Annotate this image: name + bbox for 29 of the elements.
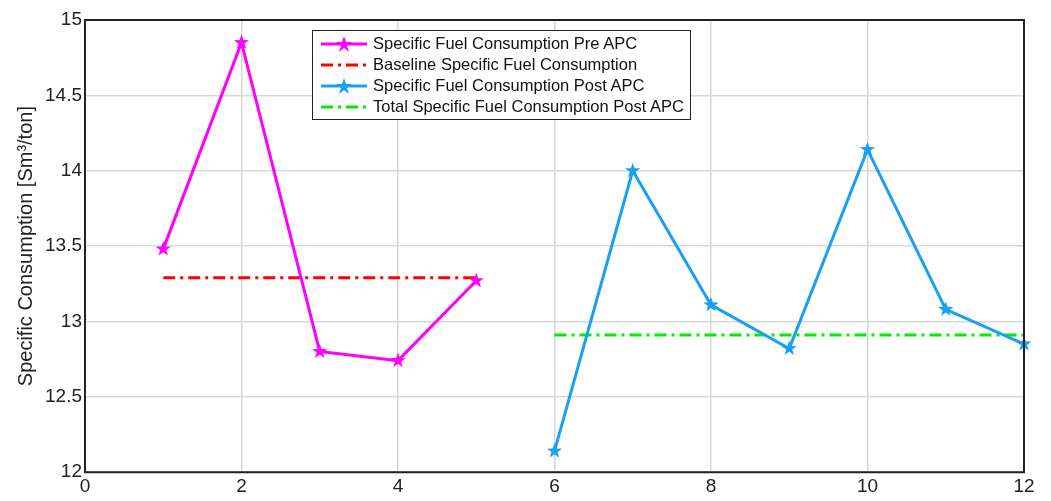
x-tick-label: 8 (705, 474, 717, 496)
legend-label: Total Specific Fuel Consumption Post APC (373, 97, 684, 116)
x-tick-label: 12 (1013, 474, 1035, 496)
x-tick-label: 2 (236, 474, 247, 496)
x-tick-label: 10 (856, 474, 879, 496)
point (859, 141, 876, 157)
x-tick-label: 4 (392, 474, 404, 496)
legend-label: Specific Fuel Consumption Post APC (373, 76, 645, 95)
point (312, 343, 328, 359)
point (233, 34, 250, 50)
point (468, 272, 484, 288)
point (781, 340, 797, 356)
y-tick-label: 12 (60, 460, 82, 482)
legend-label: Specific Fuel Consumption Pre APC (373, 34, 638, 53)
y-tick-label: 12.5 (45, 385, 82, 407)
x-tick-label: 6 (549, 474, 560, 496)
y-tick-label: 14.5 (45, 83, 82, 105)
point (938, 301, 954, 316)
point (155, 241, 171, 256)
point (390, 352, 406, 368)
y-tick-label: 13 (60, 309, 82, 331)
legend-label: Baseline Specific Fuel Consumption (373, 55, 638, 74)
point (546, 443, 563, 458)
y-axis-title: Specific Consumption [Sm³/ton] (13, 106, 36, 387)
point (625, 162, 641, 178)
y-tick-label: 13.5 (45, 234, 82, 256)
point (703, 296, 719, 312)
y-tick-label: 14 (60, 158, 83, 180)
y-tick-label: 15 (60, 8, 82, 30)
